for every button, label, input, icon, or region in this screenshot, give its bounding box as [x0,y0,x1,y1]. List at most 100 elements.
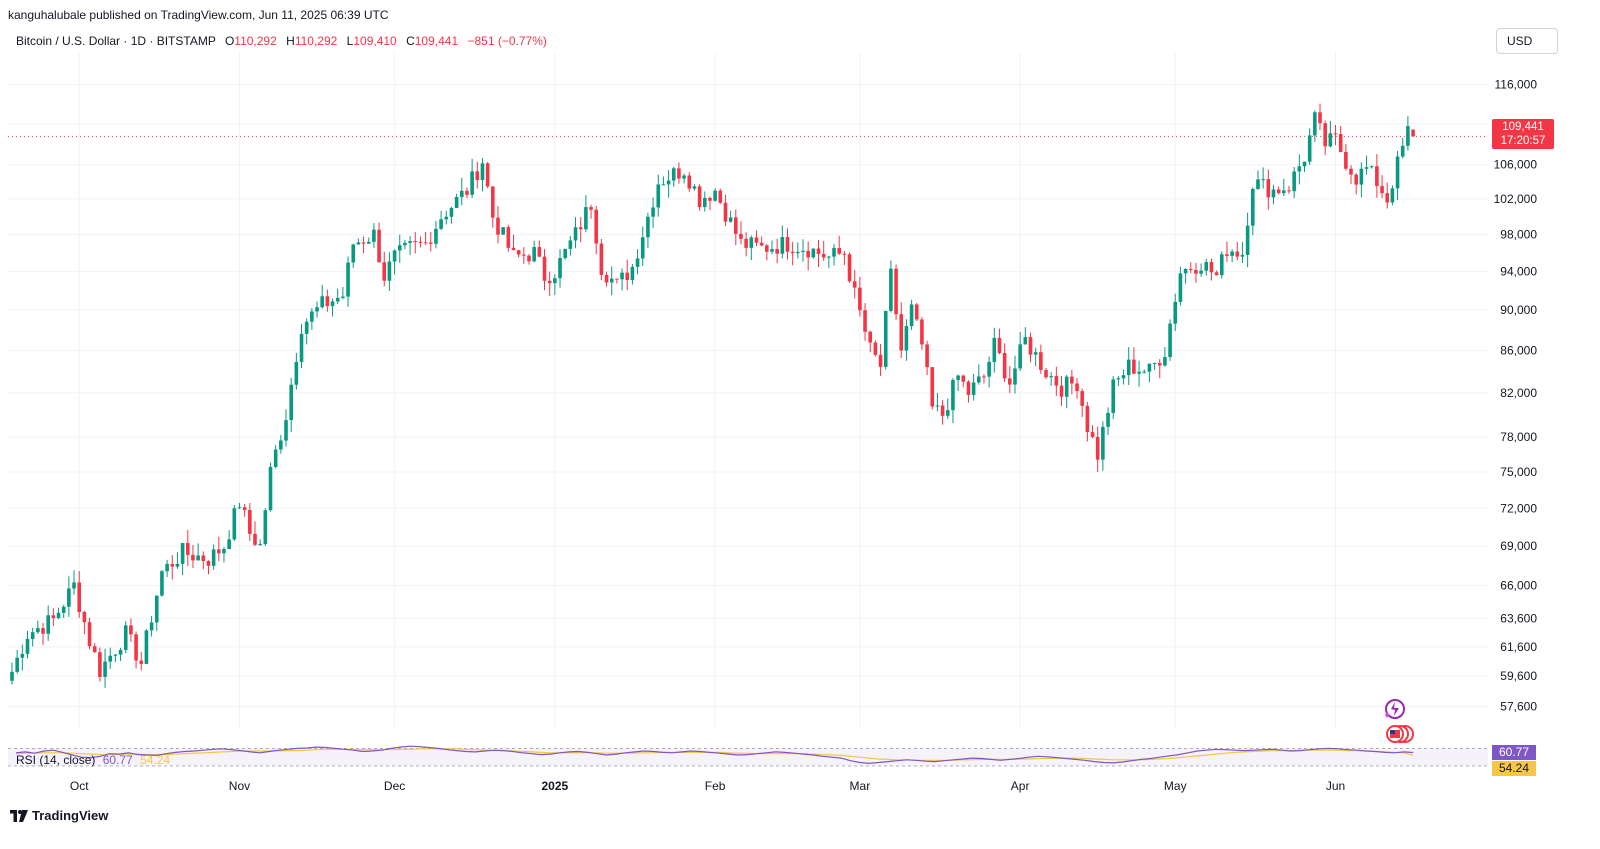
candle-body [1163,357,1167,366]
candle-body [904,326,909,351]
candle-body [1344,151,1348,169]
candle-body [640,237,645,259]
x-tick-label: Oct [70,779,89,793]
candle-body [780,237,785,254]
candle-body [863,310,867,332]
candle-body [320,296,324,308]
candle-body [1333,133,1338,135]
candle-body [1411,129,1415,137]
candle-body [1152,362,1157,364]
candle-body [594,209,599,244]
candle-body [785,237,790,252]
candle-body [635,258,640,267]
candle-body [444,216,449,220]
candle-body [428,242,433,244]
candle-body [15,657,19,672]
candle-body [511,247,516,251]
close-value: 109,441 [414,34,459,48]
candle-body [677,168,681,179]
candle-body [1395,156,1400,189]
candles [10,103,1415,688]
symbol-title: Bitcoin / U.S. Dollar · 1D · BITSTAMP [16,34,216,48]
candle-body [258,544,262,546]
candle-body [1111,379,1116,413]
candle-body [718,190,723,203]
candle-body [232,508,237,540]
candle-body [1075,383,1079,392]
candle-body [1328,133,1333,147]
candle-body [945,410,950,416]
candle-body [30,632,35,639]
candle-body [527,255,531,262]
candle-body [1039,352,1043,370]
candle-body [1245,225,1250,255]
candle-body [656,184,661,208]
sparkle-icon [1385,699,1405,719]
last-price-value: 109,441 [1502,121,1544,133]
candle-body [765,245,769,252]
y-tick-label: 66,000 [1500,579,1537,593]
candle-body [341,296,345,298]
candle-body [914,304,919,320]
candle-body [449,207,454,217]
candle-body [832,247,836,257]
candle-body [723,202,728,222]
candle-body [837,247,841,254]
candle-body [899,314,904,351]
candle-body [873,342,878,355]
candle-body [1142,371,1147,373]
candle-body [82,611,87,623]
candle-body [682,175,686,179]
x-tick-label: Jun [1326,779,1345,793]
time-axis: Oct Nov Dec 2025 Feb Mar Apr May Jun [70,779,1345,793]
candle-body [418,241,423,243]
candle-body [1121,375,1126,379]
candle-body [1369,166,1374,168]
candle-body [1095,436,1100,460]
candle-body [211,549,216,566]
candle-body [129,625,133,635]
candle-body [1235,251,1240,257]
candle-body [790,251,795,254]
candle-body [1385,193,1390,203]
high-label: H [286,34,295,48]
candle-body [935,405,940,407]
candle-body [713,190,717,201]
candle-body [351,244,356,263]
candle-body [284,420,288,441]
y-tick-label: 116,000 [1495,78,1538,92]
candle-body [1271,189,1276,198]
candle-body [36,628,40,633]
candle-body [868,331,873,343]
candle-body [847,254,852,282]
candle-body [160,571,164,596]
candle-body [578,227,583,230]
candle-body [708,197,712,201]
candle-body [1033,352,1038,355]
candle-body [1323,123,1327,147]
candle-body [439,219,443,229]
candle-body [113,654,118,656]
currency-button[interactable]: USD [1496,28,1558,54]
candle-body [501,227,505,235]
candle-body [1390,188,1395,203]
chart-tools[interactable] [1381,696,1421,746]
candle-body [237,507,242,509]
y-tick-label: 94,000 [1500,264,1537,278]
candle-body [372,229,376,242]
candle-body [987,361,991,377]
candle-body [775,249,779,254]
candle-body [687,175,692,189]
y-tick-label: 69,000 [1500,539,1537,553]
candle-body [41,628,45,634]
candle-body [1251,188,1255,226]
candle-body [1266,179,1271,198]
candle-body [346,262,350,297]
y-tick-label: 90,000 [1500,303,1537,317]
candle-body [98,652,102,677]
candle-body [1375,166,1379,187]
candle-body [268,466,273,511]
candle-body [920,319,924,345]
candle-body [997,337,1002,354]
